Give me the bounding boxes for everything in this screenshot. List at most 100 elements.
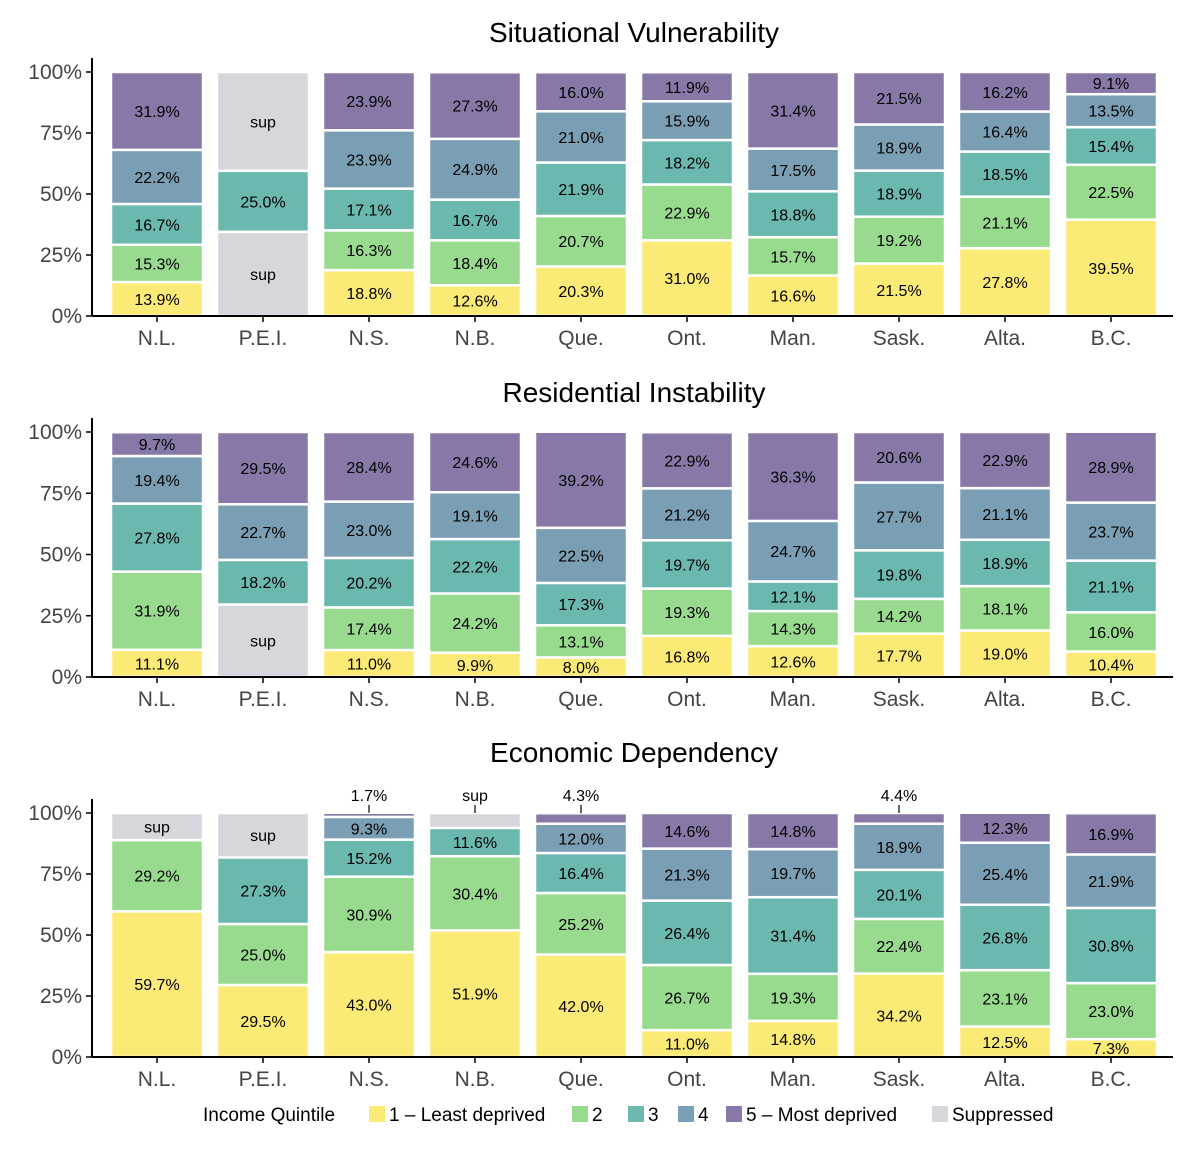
bar-segment (533, 526, 629, 585)
bar-segment (321, 187, 417, 232)
bar-segment (533, 891, 629, 956)
x-tick-label: Ont. (667, 1068, 707, 1091)
legend-label-q2: 2 (592, 1105, 603, 1126)
bar-segment (639, 183, 735, 242)
data-label: 12.6% (770, 655, 815, 672)
data-label: 31.9% (134, 604, 179, 621)
bar-segment (639, 587, 735, 638)
bar-segment (109, 910, 205, 1059)
data-label: 14.6% (664, 824, 709, 841)
bar-segment (109, 454, 205, 505)
data-label: 31.0% (664, 271, 709, 288)
data-label: 28.9% (1088, 460, 1133, 477)
bar-segment (215, 430, 311, 506)
bar-segment (215, 983, 311, 1059)
bar-segment (957, 70, 1053, 113)
data-label: 9.9% (457, 658, 493, 675)
bar-segment (1063, 559, 1159, 614)
data-label: 15.9% (664, 114, 709, 131)
data-label: 30.9% (346, 907, 391, 924)
bar-segment (745, 1019, 841, 1059)
data-label: 16.4% (982, 125, 1027, 142)
data-label: 17.5% (770, 163, 815, 180)
data-label: 11.9% (665, 80, 709, 97)
x-tick-label: N.S. (349, 688, 390, 711)
data-label: 21.1% (982, 507, 1027, 524)
bar-segment (1063, 650, 1159, 679)
data-label: 13.9% (134, 292, 179, 309)
bar-segment (215, 922, 311, 987)
y-tick-label: 25% (40, 985, 82, 1008)
bar-segment (1063, 70, 1159, 96)
data-label: 16.7% (452, 213, 497, 230)
data-label: 9.1% (1093, 76, 1129, 93)
bar-segment (321, 556, 417, 609)
bar-segment (957, 811, 1053, 845)
data-label: 19.1% (452, 509, 497, 526)
bar-segment (745, 895, 841, 976)
bar-segment (639, 487, 735, 542)
x-tick-label: P.E.I. (239, 1068, 288, 1091)
x-tick-label: P.E.I. (239, 688, 288, 711)
data-label: 19.8% (876, 568, 921, 585)
data-label: 23.0% (1088, 1004, 1133, 1021)
data-label: 42.0% (558, 999, 603, 1016)
data-label: 39.2% (558, 473, 603, 490)
data-label: 12.0% (558, 831, 603, 848)
bar-segment (215, 503, 311, 562)
data-label: 27.7% (876, 509, 921, 526)
data-label: 8.0% (563, 660, 599, 677)
x-tick-label: N.S. (349, 1068, 390, 1091)
data-label: 19.3% (664, 605, 709, 622)
data-label: 18.8% (346, 286, 391, 303)
data-label: 22.9% (982, 453, 1027, 470)
bar-segment (109, 243, 205, 284)
bar-segment (745, 147, 841, 193)
data-label: 15.3% (134, 256, 179, 273)
bar-segment (745, 190, 841, 239)
data-label: 31.9% (134, 104, 179, 121)
legend-swatch-q3 (628, 1106, 644, 1122)
bar-segment (957, 150, 1053, 198)
data-label: 15.4% (1088, 139, 1133, 156)
data-label: 16.9% (1088, 827, 1133, 844)
data-label: 24.6% (452, 455, 497, 472)
data-label: 9.7% (139, 437, 175, 454)
data-label: 34.2% (876, 1008, 921, 1025)
x-tick-label: Ont. (667, 688, 707, 711)
bar-segment (427, 198, 523, 242)
y-tick-label: 25% (40, 244, 82, 267)
bar-segment (215, 603, 311, 679)
bar-segment (639, 70, 735, 103)
data-label: 27.8% (134, 531, 179, 548)
bar-segment (533, 70, 629, 113)
bar-segment (427, 239, 523, 287)
data-label: 31.4% (770, 928, 815, 945)
x-tick-label: Man. (770, 688, 817, 711)
data-label: 25.0% (240, 194, 285, 211)
data-label: 11.0% (347, 657, 391, 674)
data-label: 24.9% (452, 162, 497, 179)
bar-segment (533, 811, 629, 825)
data-label: 22.5% (1088, 185, 1133, 202)
x-tick-label: Alta. (984, 688, 1026, 711)
data-label: 12.1% (770, 589, 815, 606)
data-label: 19.0% (982, 647, 1027, 664)
data-label: 27.3% (240, 884, 285, 901)
data-label: 25.0% (240, 948, 285, 965)
data-label: 7.3% (1093, 1041, 1129, 1058)
data-label: 9.3% (351, 821, 387, 838)
data-label: 16.4% (558, 866, 603, 883)
bar-segment (533, 581, 629, 627)
bar-segment (745, 235, 841, 277)
bar-segment (851, 262, 947, 318)
x-tick-label: N.L. (138, 327, 177, 350)
y-tick-label: 100% (28, 421, 82, 444)
y-tick-label: 0% (52, 305, 82, 328)
data-label: 21.9% (1088, 874, 1133, 891)
bar-segment (533, 265, 629, 318)
x-tick-label: Sask. (873, 327, 926, 350)
data-label: 18.5% (982, 167, 1027, 184)
legend-label-q1: 1 – Least deprived (389, 1105, 545, 1126)
x-tick-label: B.C. (1091, 1068, 1132, 1091)
